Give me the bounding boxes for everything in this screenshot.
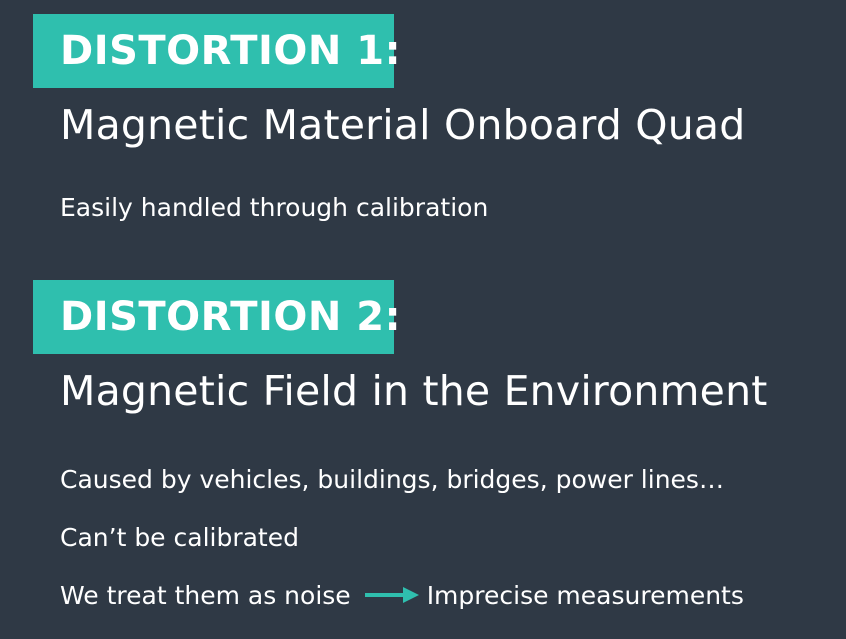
distortion-1-note: Easily handled through calibration [60,193,489,222]
distortion-2-heading: Magnetic Field in the Environment [60,367,768,415]
distortion-2-conclusion: We treat them as noise Imprecise measure… [60,580,744,612]
distortion-2-calibration-note: Can’t be calibrated [60,523,299,552]
conclusion-right-text: Imprecise measurements [426,581,744,610]
distortion-2-cause-note: Caused by vehicles, buildings, bridges, … [60,465,724,494]
distortion-1-heading: Magnetic Material Onboard Quad [60,101,746,149]
distortion-2-badge: DISTORTION 2: [33,280,401,354]
distortion-1-badge: DISTORTION 1: [33,14,401,88]
conclusion-left-text: We treat them as noise [60,581,351,610]
right-arrow-icon [364,587,419,603]
